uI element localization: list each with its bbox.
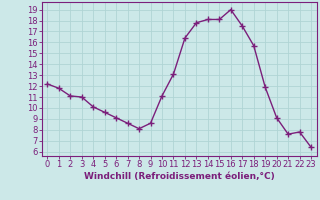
X-axis label: Windchill (Refroidissement éolien,°C): Windchill (Refroidissement éolien,°C)	[84, 172, 275, 181]
